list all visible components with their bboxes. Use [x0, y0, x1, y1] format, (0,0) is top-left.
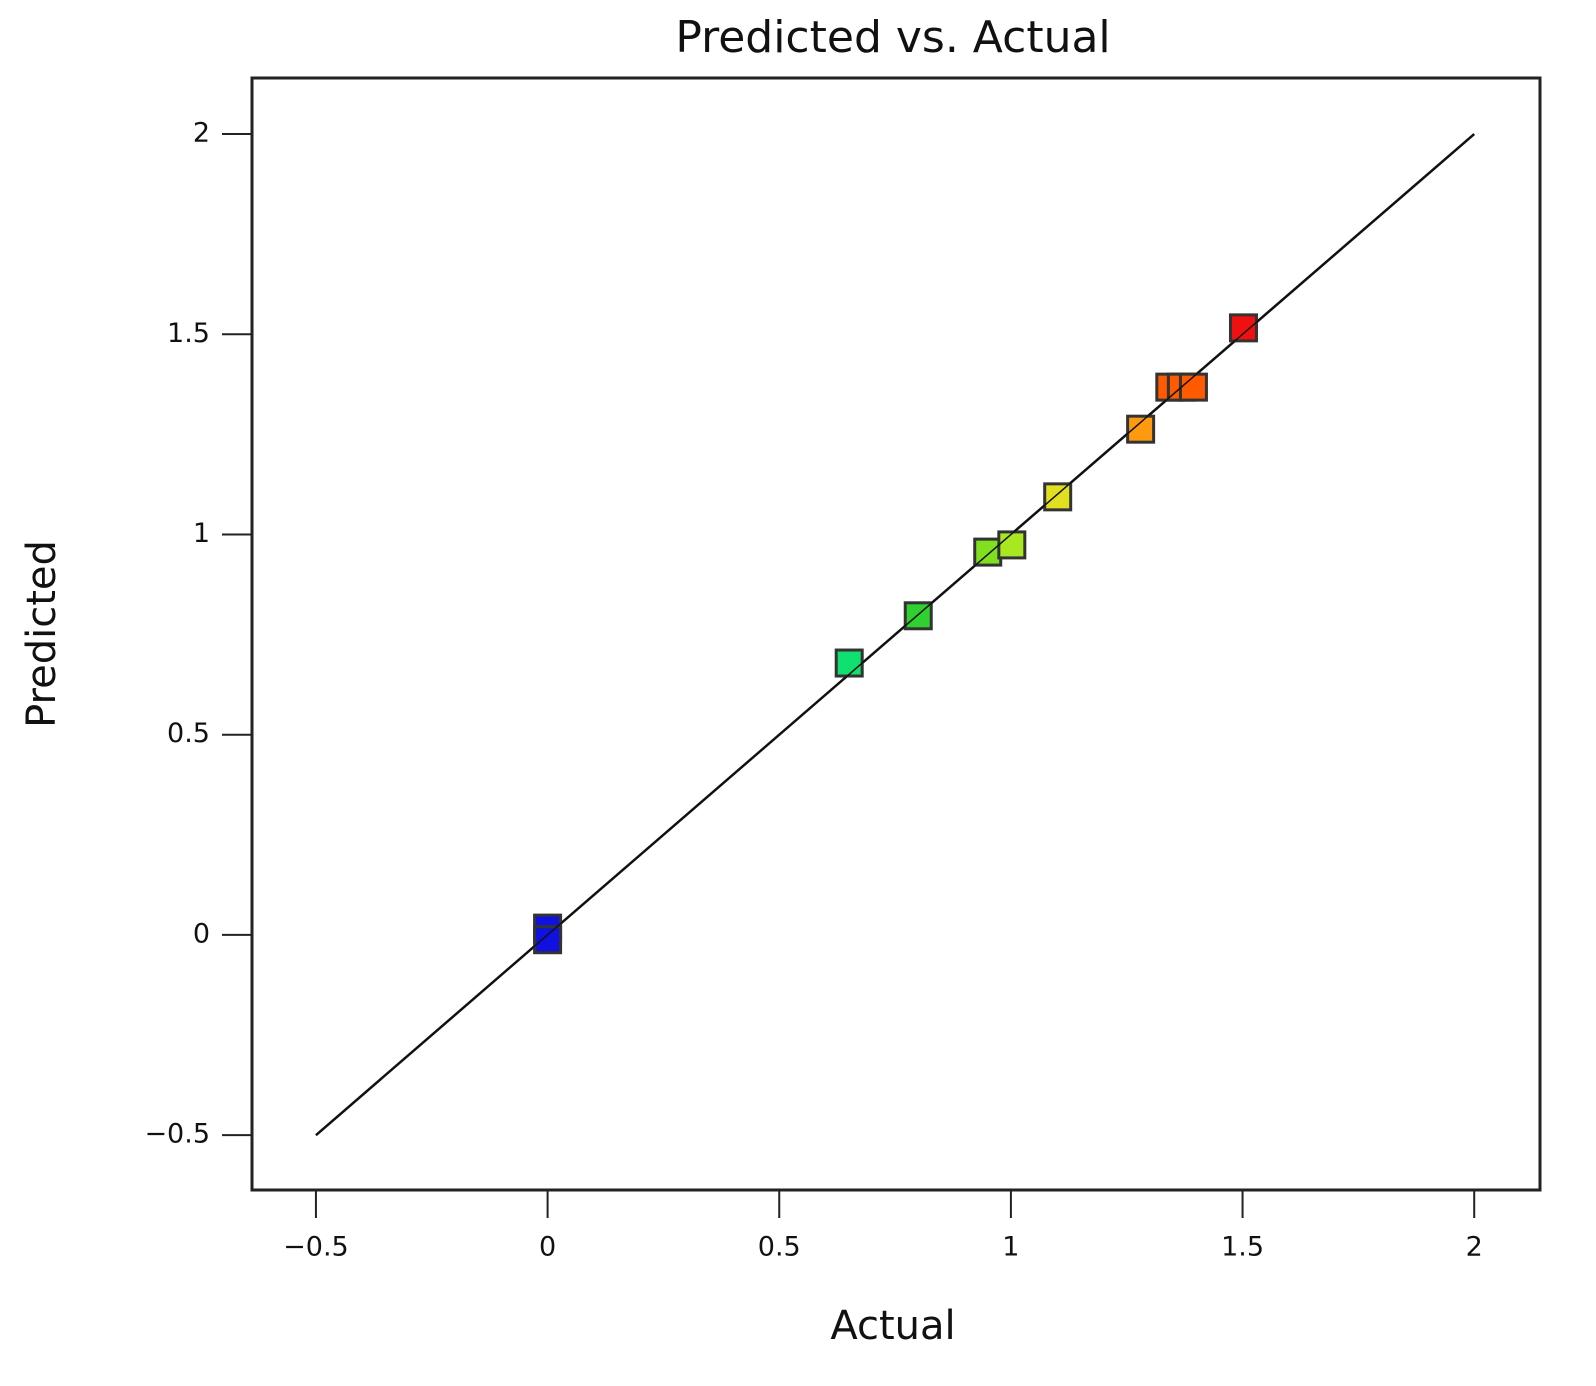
- x-tick-label: 1: [1002, 1232, 1019, 1263]
- point: [1178, 372, 1208, 402]
- x-tick-label: 0.5: [758, 1232, 801, 1263]
- y-axis-label: Predicted: [19, 540, 65, 728]
- y-tick-label: 0.5: [167, 718, 210, 749]
- x-axis-label: Actual: [830, 1303, 955, 1349]
- y-tick-label: 2: [193, 118, 210, 149]
- y-tick-label: 1.5: [167, 318, 210, 349]
- point: [1228, 313, 1258, 343]
- point: [1043, 482, 1073, 512]
- x-tick-label: −0.5: [283, 1232, 349, 1263]
- y-tick-label: 1: [193, 518, 210, 549]
- reference-line-overlay: [315, 133, 1475, 1136]
- x-tick-label: 0: [539, 1232, 556, 1263]
- point: [973, 537, 1003, 567]
- x-tick-label: 1.5: [1221, 1232, 1264, 1263]
- y-tick-label: 0: [193, 918, 210, 949]
- point: [997, 530, 1027, 560]
- plot-frame: [250, 76, 1542, 1192]
- point: [1126, 414, 1156, 444]
- x-tick-label: 2: [1466, 1232, 1483, 1263]
- chart-title: Predicted vs. Actual: [675, 12, 1110, 63]
- point: [533, 925, 563, 955]
- point: [834, 648, 864, 678]
- y-tick-label: −0.5: [144, 1119, 210, 1150]
